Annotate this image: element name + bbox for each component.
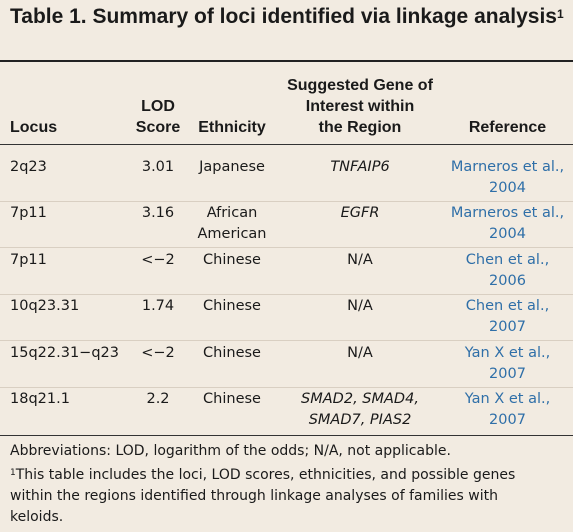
footnote-line1: 1This table includes the loci, LOD score… — [10, 465, 566, 485]
footnote-line3: keloids. — [10, 509, 64, 525]
row-1-lod: 3.16 — [141, 205, 175, 221]
row-3-lod: 1.74 — [141, 298, 175, 314]
row-5-ethnicity: Chinese — [203, 391, 261, 407]
row-5-reference-line2[interactable]: 2007 — [489, 412, 526, 428]
abbreviations-note: Abbreviations: LOD, logarithm of the odd… — [10, 443, 451, 459]
row-5-reference-line1[interactable]: Yan X et al., — [464, 391, 551, 407]
header-gene-line3: the Region — [318, 119, 402, 136]
row-3-gene: N/A — [347, 298, 373, 314]
title-footnote-mark: 1 — [556, 7, 564, 21]
row-divider — [0, 201, 573, 202]
row-3-ethnicity: Chinese — [203, 298, 261, 314]
row-1-reference-line2[interactable]: 2004 — [489, 226, 526, 242]
row-4-reference-line1[interactable]: Yan X et al., — [464, 345, 551, 361]
row-1-ethnicity-line1: African — [206, 205, 258, 221]
row-3-reference-line2[interactable]: 2007 — [489, 319, 526, 335]
row-4-reference-line2[interactable]: 2007 — [489, 366, 526, 382]
footnote-line2: within the regions identified through li… — [10, 488, 498, 504]
top-rule — [0, 60, 573, 62]
row-2-locus: 7p11 — [10, 252, 47, 268]
row-divider — [0, 340, 573, 341]
row-1-gene: EGFR — [340, 205, 380, 221]
footnote-text-line1: This table includes the loci, LOD scores… — [15, 467, 516, 483]
row-3-locus: 10q23.31 — [10, 298, 80, 314]
table-title: Table 1. Summary of loci identified via … — [10, 4, 565, 29]
row-1-reference-line1[interactable]: Marneros et al., — [450, 205, 565, 221]
header-lod-line1: LOD — [141, 98, 175, 115]
row-0-lod: 3.01 — [141, 159, 175, 175]
row-2-reference-line2[interactable]: 2006 — [489, 273, 526, 289]
table-title-text: Table 1. Summary of loci identified via … — [10, 5, 557, 28]
row-5-gene-line1: SMAD2, SMAD4, — [301, 391, 419, 407]
row-0-reference-line2[interactable]: 2004 — [489, 180, 526, 196]
row-2-lod: <−2 — [141, 252, 175, 268]
row-5-gene-line2: SMAD7, PIAS2 — [308, 412, 412, 428]
row-5-lod: 2.2 — [146, 391, 170, 407]
row-4-gene: N/A — [347, 345, 373, 361]
row-4-ethnicity: Chinese — [203, 345, 261, 361]
header-rule — [0, 144, 573, 145]
row-divider — [0, 294, 573, 295]
row-5-locus: 18q21.1 — [10, 391, 70, 407]
row-0-locus: 2q23 — [10, 159, 47, 175]
row-2-gene: N/A — [347, 252, 373, 268]
row-divider — [0, 387, 573, 388]
header-ethnicity: Ethnicity — [198, 119, 266, 136]
row-1-ethnicity-line2: American — [197, 226, 267, 242]
row-divider — [0, 247, 573, 248]
row-3-reference-line1[interactable]: Chen et al., — [465, 298, 550, 314]
row-2-reference-line1[interactable]: Chen et al., — [465, 252, 550, 268]
row-4-locus: 15q22.31−q23 — [10, 345, 119, 361]
header-gene-line2: Interest within — [305, 98, 415, 115]
row-4-lod: <−2 — [141, 345, 175, 361]
bottom-rule — [0, 435, 573, 436]
header-locus: Locus — [10, 119, 58, 136]
row-0-ethnicity: Japanese — [199, 159, 265, 175]
row-1-locus: 7p11 — [10, 205, 47, 221]
row-0-reference-line1[interactable]: Marneros et al., — [450, 159, 565, 175]
header-lod-line2: Score — [135, 119, 181, 136]
header-reference: Reference — [468, 119, 547, 136]
row-0-gene: TNFAIP6 — [330, 159, 390, 175]
row-2-ethnicity: Chinese — [203, 252, 261, 268]
header-gene-line1: Suggested Gene of — [287, 77, 433, 94]
footnote-mark: 1 — [10, 468, 16, 478]
